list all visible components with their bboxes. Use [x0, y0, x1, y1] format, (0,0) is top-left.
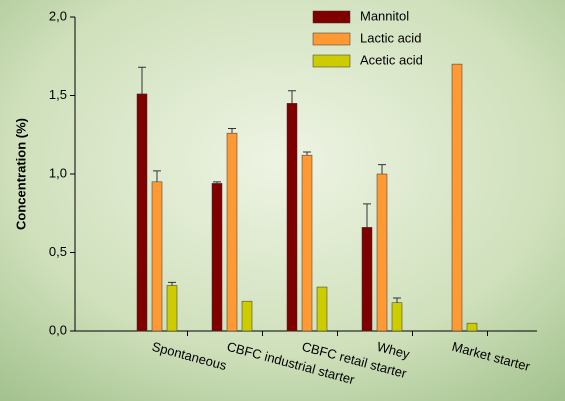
y-axis-label: Concentration (%) [13, 118, 28, 230]
bar [137, 94, 147, 331]
chart: Concentration (%) 0,00,51,01,52,0Spontan… [0, 0, 565, 401]
bar [452, 64, 462, 331]
y-tick-label: 0,5 [49, 244, 67, 259]
bar [377, 174, 387, 331]
bar [302, 155, 312, 331]
bar [317, 287, 327, 331]
bar [167, 285, 177, 331]
background [0, 0, 565, 401]
legend-label: Mannitol [360, 8, 409, 23]
legend-label: Lactic acid [360, 30, 421, 45]
bar [242, 301, 252, 331]
bar [362, 227, 372, 331]
legend-label: Acetic acid [360, 52, 423, 67]
bar [467, 323, 477, 331]
bar [287, 103, 297, 331]
y-tick-label: 0,0 [49, 322, 67, 337]
y-tick-label: 1,5 [49, 87, 67, 102]
bar [392, 303, 402, 331]
legend-swatch [313, 55, 350, 67]
bar [152, 182, 162, 331]
legend-swatch [313, 33, 350, 45]
bar [227, 133, 237, 331]
legend-swatch [313, 11, 350, 23]
bar [212, 183, 222, 331]
y-tick-label: 1,0 [49, 165, 67, 180]
y-tick-label: 2,0 [49, 8, 67, 23]
